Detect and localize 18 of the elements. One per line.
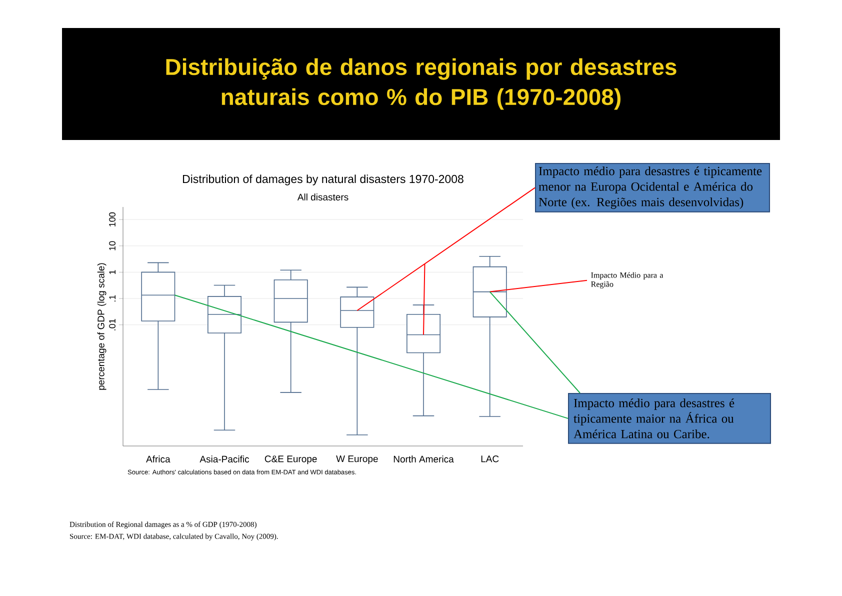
y-tick-label: 1 <box>109 270 116 274</box>
annotation: Impacto Médio para a Região <box>591 272 664 289</box>
text: All disasters <box>297 194 348 200</box>
y-tick-label: .1 <box>109 295 116 302</box>
x-tick-label: Asia-Pacific <box>200 456 250 462</box>
annotation: Impacto médio para desastres é tipicamente maior na África ou América Latina ou Caribe. <box>574 398 734 438</box>
chart-subtitle: Distribution of damages by natural disasters 1970-2008 <box>182 174 464 186</box>
chart-title: Distribuição de danos regionais por desastres naturais como % do PIB (1970-2008) <box>166 58 676 110</box>
x-tick-label: North America <box>394 456 454 462</box>
x-tick-label: W Europe <box>336 456 378 464</box>
y-axis-title: percentage of GDP (log scale) <box>97 263 106 390</box>
x-tick-label: LAC <box>481 456 499 462</box>
annotation: Impacto médio para desastres é tipicamente menor na Europa Ocidental e América do Norte (ex. Regiões mais desenvolvidas) <box>538 166 762 209</box>
y-tick-label: .01 <box>109 319 116 330</box>
x-tick-label: C&E Europe <box>264 456 317 464</box>
y-tick-label: 10 <box>109 241 116 250</box>
y-tick-label: 100 <box>109 212 116 226</box>
x-tick-label: Africa <box>146 456 170 462</box>
